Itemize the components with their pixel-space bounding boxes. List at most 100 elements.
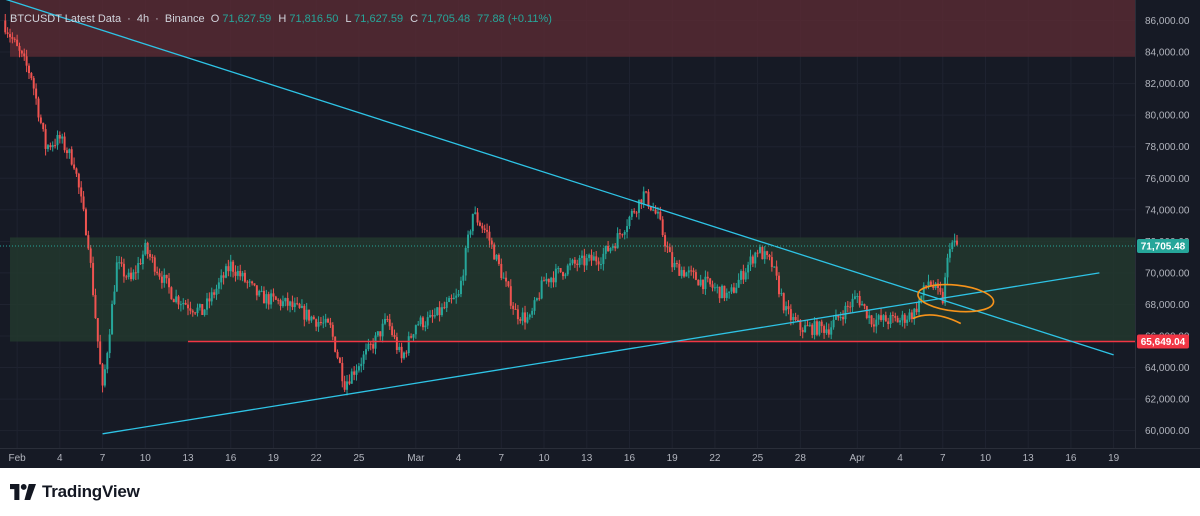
candle-body — [766, 251, 769, 256]
candle-body — [759, 247, 761, 253]
high-label: H — [278, 13, 286, 25]
candle-body — [552, 277, 555, 283]
candle-body — [369, 343, 372, 345]
candle-body — [550, 277, 553, 283]
candle-body — [478, 222, 481, 226]
candle-body — [16, 39, 19, 46]
candle-body — [146, 242, 149, 254]
candle-body — [476, 212, 479, 223]
candle-body — [426, 317, 429, 326]
candle-body — [417, 324, 420, 326]
candle-body — [327, 318, 330, 323]
change-value: 77.88 (+0.11%) — [477, 13, 552, 25]
candle-body — [637, 199, 640, 213]
candle-body — [583, 255, 586, 266]
candle-body — [293, 303, 296, 308]
candle-body — [388, 319, 391, 327]
candle-body — [659, 211, 662, 220]
candle-body — [804, 325, 807, 333]
candle-body — [768, 255, 771, 258]
candle-body — [319, 321, 322, 323]
candle-body — [308, 309, 311, 321]
candle-body — [407, 336, 410, 353]
candle-body — [744, 272, 747, 280]
candle-body — [941, 291, 944, 304]
candle-body — [260, 290, 263, 292]
time-tick-label: 16 — [1065, 453, 1077, 464]
candle-body — [227, 266, 230, 272]
candle-body — [315, 319, 318, 327]
candle-body — [713, 287, 716, 289]
candle-body — [196, 307, 199, 314]
time-tick-label: 4 — [57, 453, 63, 464]
candle-body — [25, 56, 28, 66]
low-label: L — [345, 13, 351, 25]
candle-body — [666, 246, 669, 248]
candle-body — [680, 270, 683, 276]
candle-body — [668, 247, 671, 253]
candle-body — [483, 228, 486, 230]
candle-body — [18, 45, 21, 51]
candle-body — [735, 287, 738, 293]
candle-body — [516, 309, 519, 320]
price-tick-label: 84,000.00 — [1145, 48, 1190, 59]
candle-body — [20, 50, 23, 54]
candle-body — [37, 98, 40, 118]
candle-body — [165, 274, 168, 279]
candle-body — [414, 325, 417, 335]
candle-body — [794, 317, 797, 320]
candle-body — [749, 256, 752, 265]
candle-body — [429, 315, 432, 318]
candle-body — [346, 381, 349, 390]
candle-body — [336, 351, 339, 358]
candle-body — [395, 337, 398, 351]
price-tick-label: 62,000.00 — [1145, 395, 1190, 406]
candle-body — [334, 336, 337, 352]
candle-body — [213, 292, 216, 295]
candle-body — [626, 226, 629, 233]
candle-body — [63, 136, 66, 151]
candle-body — [462, 275, 465, 281]
candle-body — [955, 240, 958, 245]
drawings[interactable] — [3, 0, 1135, 435]
candle-body — [789, 309, 792, 321]
candle-body — [747, 264, 750, 273]
candle-body — [433, 315, 436, 317]
candle-body — [571, 259, 574, 264]
candle-body — [141, 254, 144, 265]
candle-body — [108, 334, 111, 354]
separator-dot: · — [155, 13, 159, 25]
candle-body — [168, 278, 171, 288]
candle-body — [564, 274, 567, 277]
candle-body — [799, 320, 802, 330]
candle-body — [103, 369, 106, 386]
candle-body — [80, 187, 83, 197]
candle-body — [559, 268, 562, 273]
candle-body — [671, 252, 674, 268]
candle-body — [827, 329, 830, 335]
candle-body — [139, 263, 142, 265]
footer: TradingView — [0, 468, 1200, 516]
candle-body — [255, 285, 258, 296]
time-axis[interactable]: Feb 4 7 10 13 16 19 22 25 Mar 4 7 10 13 16 19 22 25 28 Apr 4… — [9, 453, 1120, 464]
time-tick-label: 25 — [353, 453, 365, 464]
last-price-tag-label: 71,705.48 — [1141, 241, 1186, 252]
candle-body — [391, 326, 394, 336]
candle-body — [742, 271, 745, 280]
candle-body — [505, 277, 508, 282]
candle-body — [851, 298, 854, 307]
candle-body — [495, 254, 498, 260]
candle-body — [184, 302, 187, 305]
candle-body — [137, 263, 140, 273]
tradingview-logo[interactable]: TradingView — [10, 482, 140, 502]
candle-body — [946, 257, 949, 278]
range-zone — [10, 237, 1135, 342]
candle-body — [322, 322, 325, 324]
candle-body — [856, 296, 859, 298]
candle-body — [115, 262, 118, 292]
candle-body — [630, 210, 633, 217]
time-tick-label: 13 — [581, 453, 593, 464]
candle-body — [286, 298, 289, 306]
price-tick-label: 78,000.00 — [1145, 142, 1190, 153]
chart[interactable]: BTCUSDT Latest Data · 4h · Binance O 71,… — [0, 0, 1200, 468]
